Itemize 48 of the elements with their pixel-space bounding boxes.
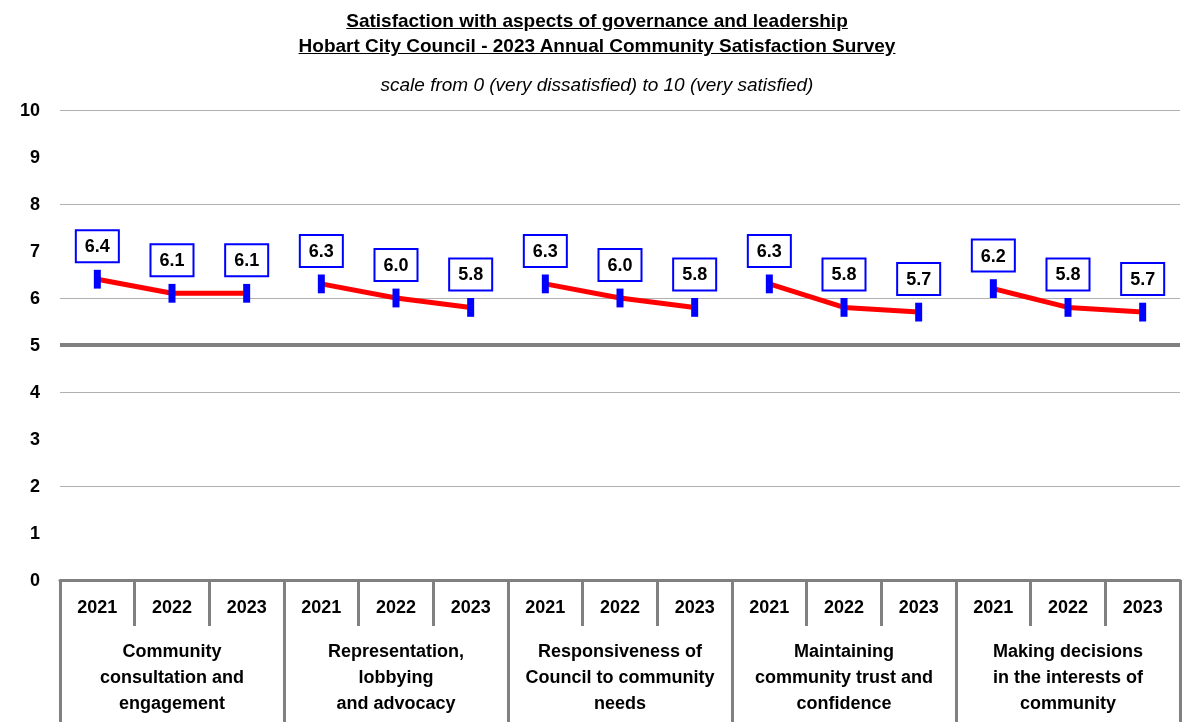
data-label: 6.1	[234, 250, 260, 271]
y-tick-label: 6	[29, 288, 40, 308]
y-tick-label: 7	[29, 241, 40, 261]
x-tick-label: 2022	[151, 597, 193, 617]
text: Maintaining community trust and confidence	[754, 641, 934, 713]
y-tick-label: 5	[29, 335, 40, 355]
text: Making decisions in the interests of community	[992, 641, 1145, 713]
x-tick-label: 2022	[823, 597, 865, 617]
y-tick-label: 0	[29, 570, 40, 590]
x-tick-label: 2021	[301, 597, 342, 617]
data-label: 5.8	[682, 264, 708, 285]
data-label: 5.7	[1130, 269, 1156, 290]
text: Community consultation and engagement	[100, 641, 244, 713]
x-tick-label: 2023	[1122, 597, 1163, 617]
text: Representation, lobbying and advocacy	[327, 641, 465, 713]
chart-title: Satisfaction with aspects of governance and leadership Hobart City Council - 2023 Annual Community Satisfaction Survey	[297, 9, 897, 58]
data-label: 6.3	[532, 240, 558, 261]
data-label: 5.8	[831, 264, 857, 285]
y-tick-label: 4	[29, 382, 40, 402]
x-tick-label: 2021	[525, 597, 566, 617]
x-tick-label: 2021	[749, 597, 790, 617]
y-tick-label: 10	[19, 100, 40, 120]
data-label: 6.3	[756, 240, 782, 261]
data-label: 6.2	[980, 245, 1006, 266]
x-tick-label: 2023	[898, 597, 939, 617]
x-tick-label: 2023	[450, 597, 491, 617]
y-tick-label: 1	[29, 523, 40, 543]
x-tick-label: 2022	[599, 597, 641, 617]
x-tick-label: 2022	[375, 597, 417, 617]
y-tick-label: 2	[29, 476, 40, 496]
x-tick-label: 2022	[1047, 597, 1089, 617]
y-tick-label: 9	[29, 147, 40, 167]
data-label: 6.1	[159, 250, 185, 271]
x-tick-label: 2023	[674, 597, 715, 617]
data-label: 6.0	[383, 255, 409, 275]
data-label: 5.7	[906, 269, 932, 290]
x-tick-label: 2023	[226, 597, 267, 617]
data-label: 6.4	[84, 236, 110, 257]
chart-subtitle: scale from 0 (very dissatisfied) to 10 (very satisfied)	[379, 74, 815, 96]
data-label: 5.8	[458, 264, 484, 285]
y-tick-label: 8	[29, 194, 40, 214]
y-tick-label: 3	[29, 429, 40, 449]
data-label: 6.0	[607, 255, 633, 275]
data-label: 6.3	[308, 240, 334, 261]
text: Responsiveness of Council to community needs	[525, 641, 715, 713]
data-label: 5.8	[1055, 264, 1081, 285]
x-tick-label: 2021	[77, 597, 118, 617]
x-tick-label: 2021	[973, 597, 1014, 617]
